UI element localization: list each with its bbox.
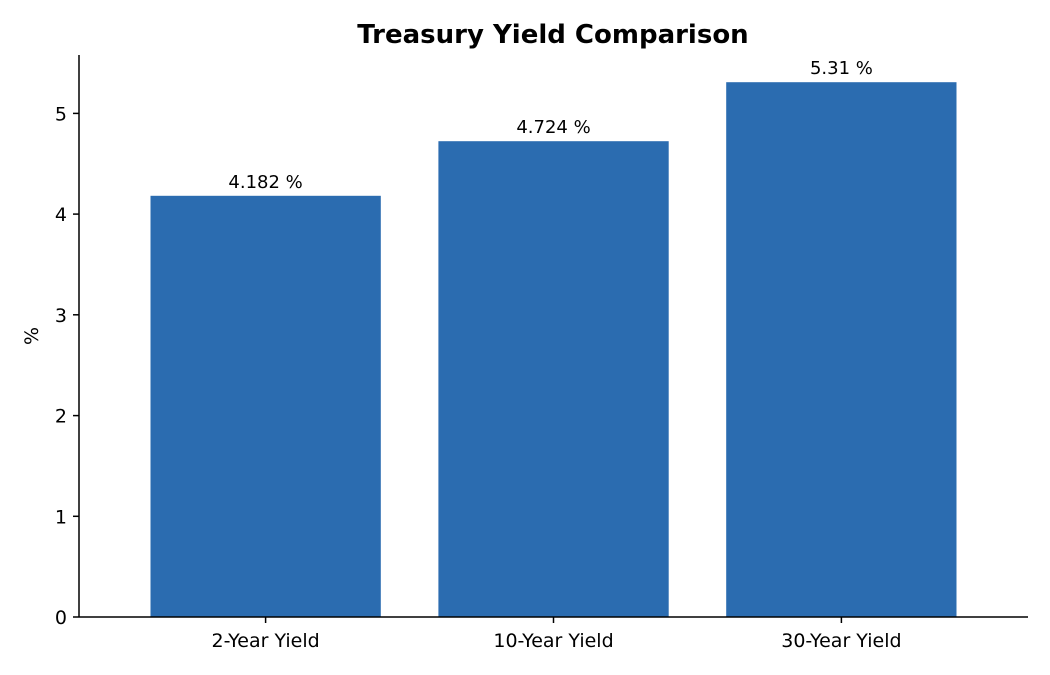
y-ticks-group: 2-Year Yield 10-Year Yield 30-Year Yield 0 1… <box>55 103 902 652</box>
y-tick-label-5: 5 <box>55 103 67 125</box>
x-tick-label-1: 2-Year Yield <box>211 630 319 652</box>
chart-title: Treasury Yield Comparison <box>357 20 748 50</box>
y-tick-label-3: 3 <box>55 305 67 327</box>
data-label-2: 4.724 % <box>516 117 590 138</box>
x-tick-label-2: 10-Year Yield <box>493 630 613 652</box>
bar-2 <box>438 141 669 617</box>
bars-group: 4.182 % 4.724 % 5.31 % <box>150 58 957 618</box>
y-axis-label: % <box>21 327 43 345</box>
bar-1 <box>150 195 381 618</box>
y-tick-label-0: 0 <box>55 607 67 629</box>
data-label-1: 4.182 % <box>228 172 302 193</box>
y-tick-label-4: 4 <box>55 204 67 226</box>
x-tick-label-3: 30-Year Yield <box>781 630 901 652</box>
y-tick-label-2: 2 <box>55 406 67 428</box>
data-label-3: 5.31 % <box>810 58 873 79</box>
y-tick-label-1: 1 <box>55 506 67 528</box>
bar-3 <box>726 82 957 617</box>
